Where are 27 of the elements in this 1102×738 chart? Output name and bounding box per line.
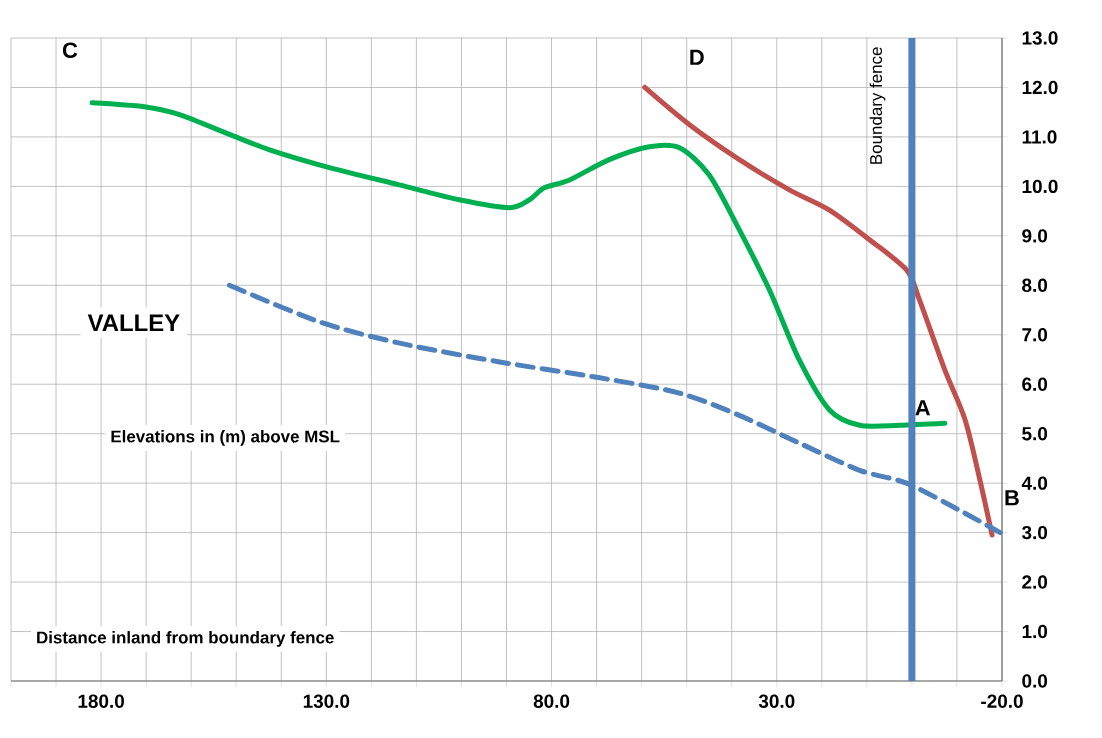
x-tick-label: 180.0 [78,694,124,708]
annotation: VALLEY [87,314,180,332]
y-tick-label: 3.0 [1021,525,1048,540]
y-tick-label: 7.0 [1022,328,1048,342]
annotation: A [915,400,931,416]
y-tick-label: 8.0 [1022,278,1048,293]
annotation: C [62,42,78,58]
y-axis-title: Elevations in (m) above MSL [111,430,340,446]
annotation: D [690,49,704,65]
y-tick-label: 9.0 [1022,229,1048,243]
x-tick-label: 30.0 [758,694,795,708]
x-tick-label: 80.0 [533,694,570,708]
y-tick-label: 11.0 [1022,130,1057,144]
y-tick-label: 4.0 [1021,476,1048,490]
y-tick-label: 12.0 [1022,80,1058,95]
y-tick-label: 6.0 [1022,377,1048,391]
x-axis-title: Distance inland from boundary fence [37,631,334,647]
x-tick-label: 130.0 [303,694,350,708]
ref-line-label: Boundary fence [869,47,886,164]
y-tick-label: 2.0 [1022,575,1048,589]
y-tick-label: 0.0 [1022,674,1048,688]
text: B [1005,490,1019,506]
y-tick-label: 10.0 [1022,179,1058,194]
x-tick-label: -20.0 [981,694,1023,708]
y-tick-label: 5.0 [1022,426,1048,441]
y-tick-label: 13.0 [1022,31,1058,45]
y-tick-label: 1.0 [1022,624,1048,639]
